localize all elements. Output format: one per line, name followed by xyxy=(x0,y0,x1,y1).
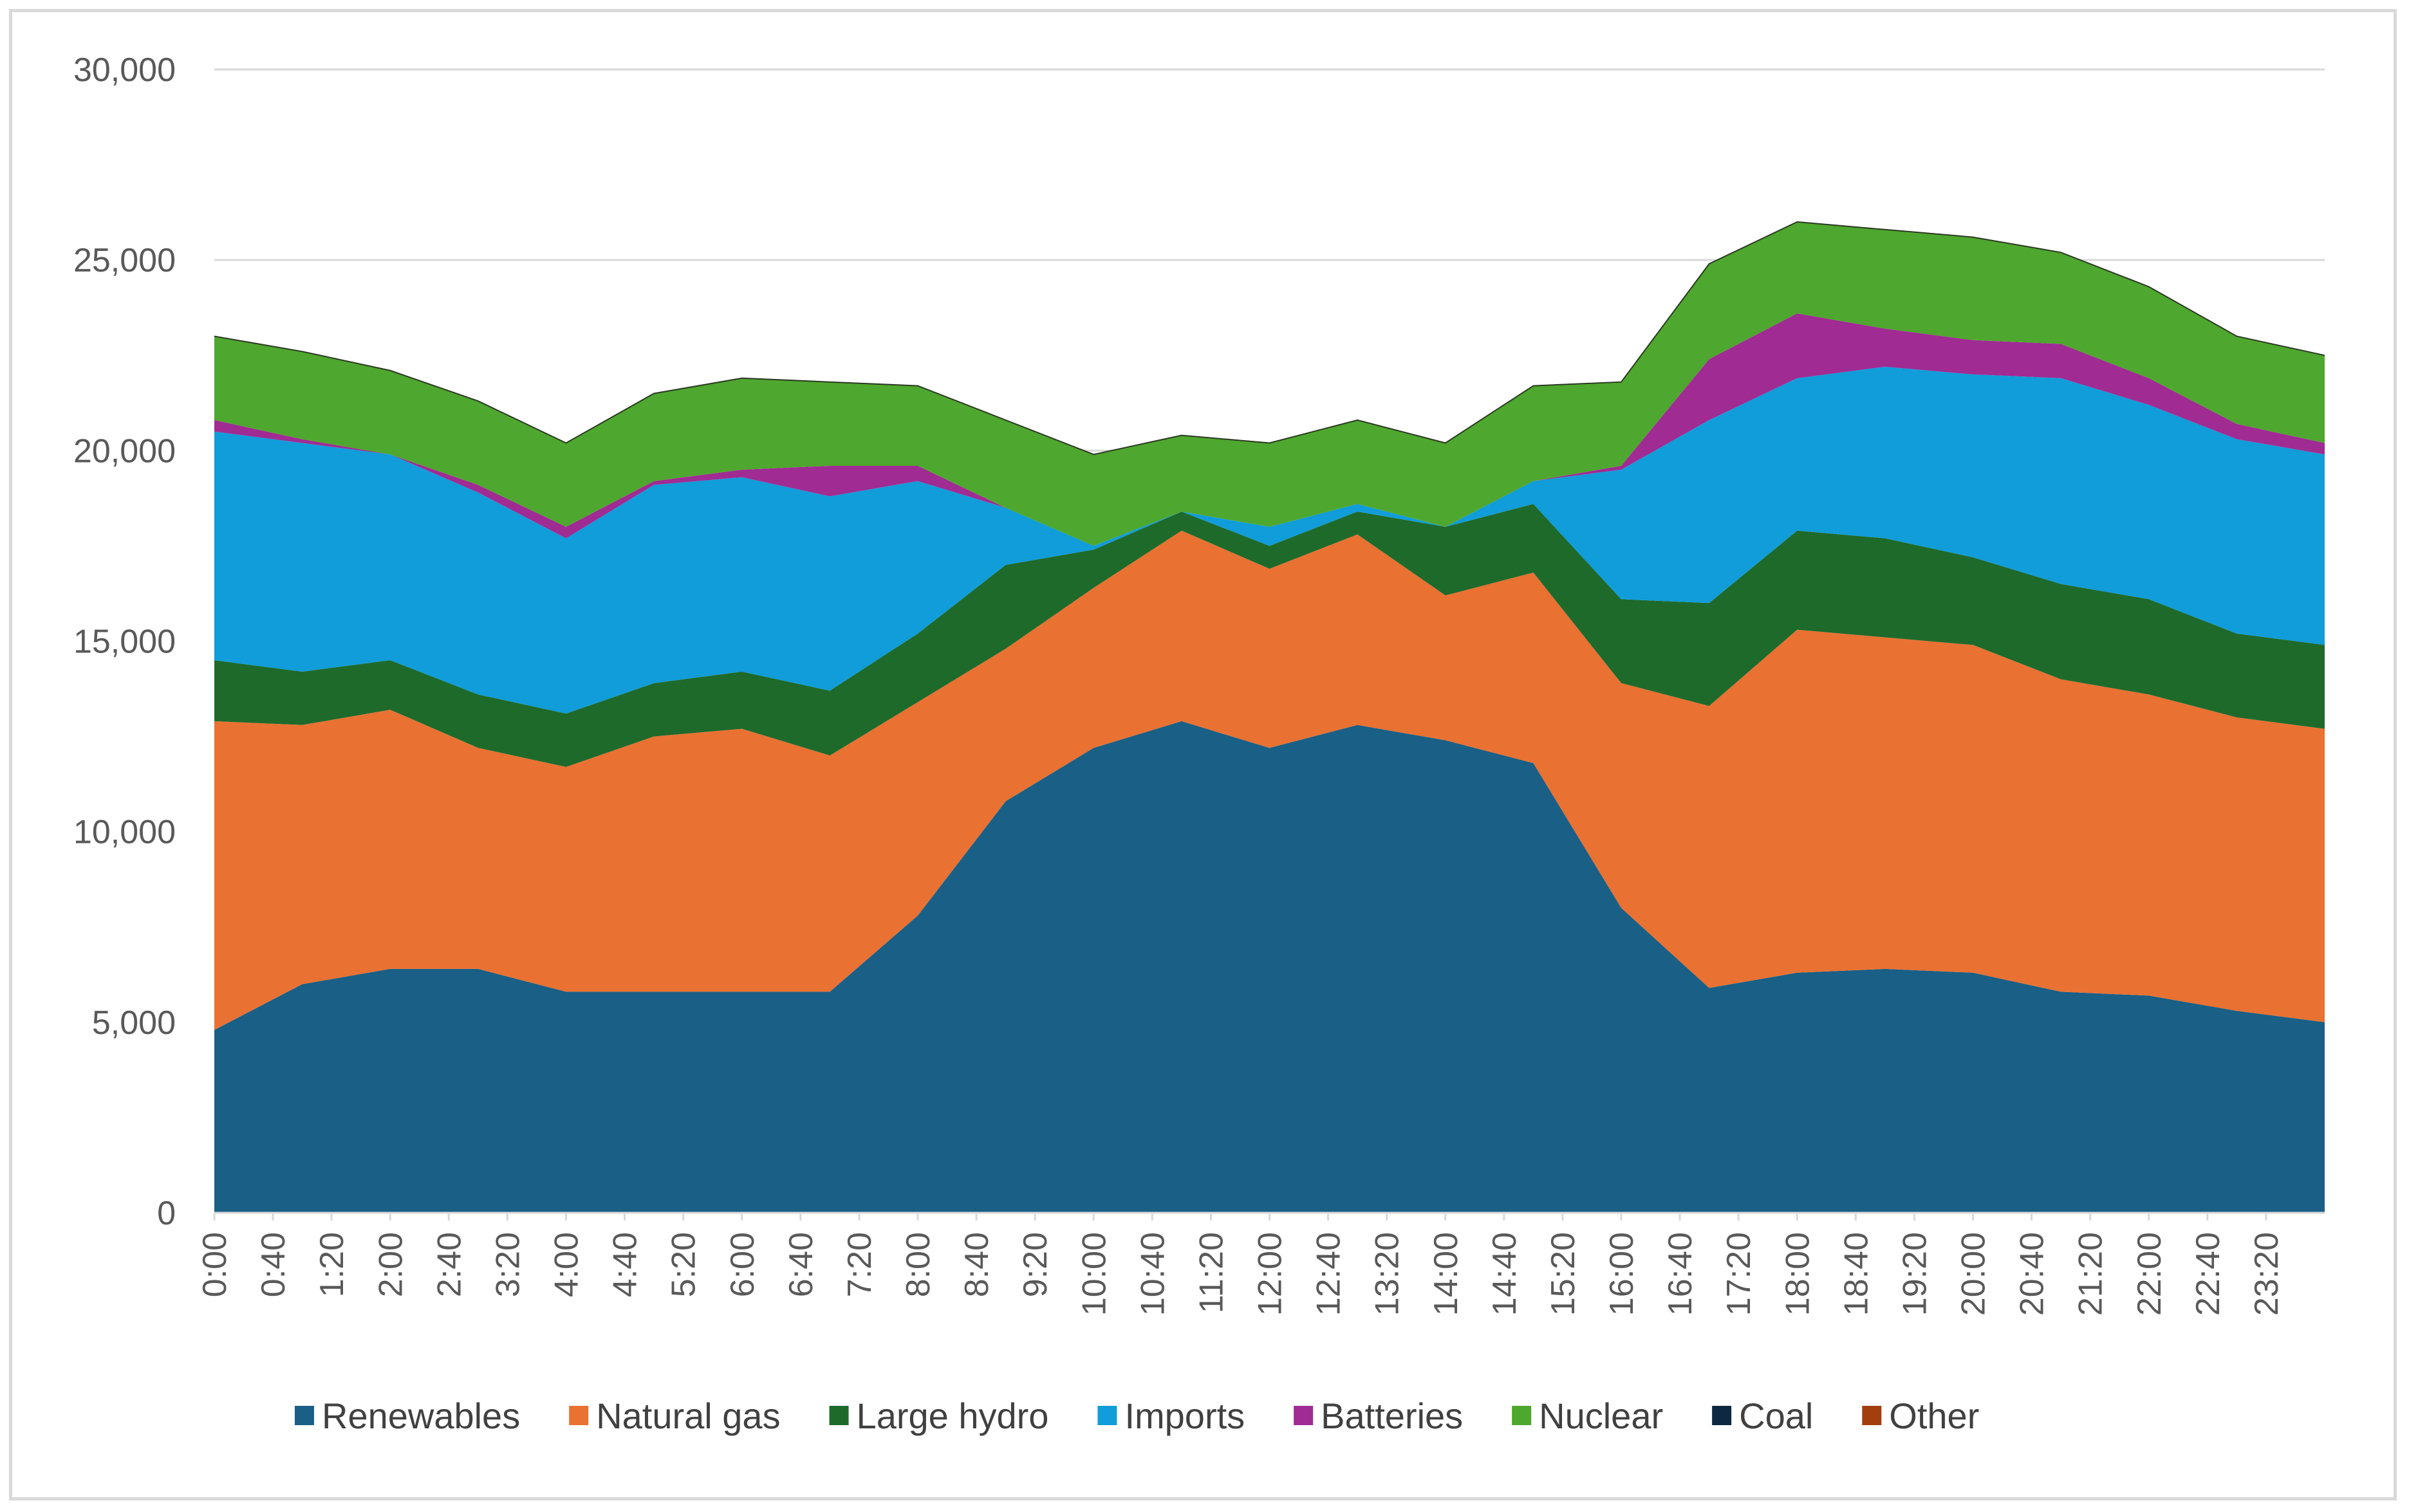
x-tick-label: 22:00 xyxy=(2131,1232,2168,1316)
x-tick-label: 0:40 xyxy=(255,1232,292,1297)
legend-label: Imports xyxy=(1124,1396,1245,1436)
x-tick-label: 3:20 xyxy=(489,1232,526,1297)
legend-label: Nuclear xyxy=(1539,1396,1663,1436)
x-tick-label: 22:40 xyxy=(2190,1232,2227,1316)
legend-swatch xyxy=(569,1406,589,1425)
x-tick-label: 9:20 xyxy=(1017,1232,1054,1297)
x-tick-label: 5:20 xyxy=(665,1232,703,1297)
x-tick-label: 17:20 xyxy=(1720,1232,1758,1316)
x-tick-label: 23:20 xyxy=(2248,1232,2285,1316)
legend-swatch xyxy=(1512,1406,1532,1425)
y-axis-tick-labels: 0 5,000 10,000 15,000 20,000 25,000 30,000 xyxy=(73,51,176,1232)
area-renewables xyxy=(214,721,2325,1213)
x-tick-label: 7:20 xyxy=(841,1232,879,1297)
x-tick-label: 10:00 xyxy=(1075,1232,1113,1316)
legend-label: Batteries xyxy=(1321,1396,1463,1436)
y-tick-label: 30,000 xyxy=(73,51,176,89)
x-tick-label: 10:40 xyxy=(1134,1232,1171,1316)
x-tick-label: 0:00 xyxy=(196,1232,234,1297)
x-tick-label: 18:00 xyxy=(1779,1232,1816,1316)
legend-swatch xyxy=(1294,1406,1314,1425)
x-tick-label: 14:00 xyxy=(1428,1232,1465,1316)
x-tick-label: 16:00 xyxy=(1603,1232,1641,1316)
legend-swatch xyxy=(1097,1406,1117,1425)
legend-label: Renewables xyxy=(322,1396,520,1436)
x-tick-label: 4:40 xyxy=(607,1232,644,1297)
x-axis-tick-labels: 0:00 0:40 1:20 2:00 2:40 3:20 4:00 4:40 5:20 6:00… xyxy=(196,1213,2285,1316)
x-tick-label: 15:20 xyxy=(1545,1232,1582,1316)
x-tick-label: 19:20 xyxy=(1896,1232,1933,1316)
legend-swatch xyxy=(1862,1406,1882,1425)
area-nuclear xyxy=(214,221,2325,546)
x-tick-label: 8:40 xyxy=(958,1232,996,1297)
x-tick-label: 12:40 xyxy=(1310,1232,1348,1316)
area-natural-gas xyxy=(214,530,2325,1030)
y-tick-label: 5,000 xyxy=(92,1004,176,1042)
y-tick-label: 0 xyxy=(157,1195,176,1232)
legend-item-nuclear: Nuclear xyxy=(1512,1396,1663,1436)
y-tick-label: 25,000 xyxy=(73,242,176,279)
x-tick-label: 2:00 xyxy=(372,1232,409,1297)
legend-item-large-hydro: Large hydro xyxy=(829,1396,1049,1436)
legend-swatch xyxy=(829,1406,849,1425)
legend-item-natural-gas: Natural gas xyxy=(569,1396,781,1436)
x-tick-label: 8:00 xyxy=(900,1232,937,1297)
x-tick-label: 14:40 xyxy=(1486,1232,1523,1316)
legend-item-coal: Coal xyxy=(1712,1396,1813,1436)
x-tick-label: 2:40 xyxy=(431,1232,468,1297)
x-tick-label: 6:40 xyxy=(783,1232,820,1297)
legend-item-imports: Imports xyxy=(1097,1396,1245,1436)
x-tick-label: 6:00 xyxy=(724,1232,761,1297)
area-imports xyxy=(214,367,2325,714)
legend-label: Large hydro xyxy=(857,1396,1049,1436)
legend-item-batteries: Batteries xyxy=(1294,1396,1463,1436)
legend-label: Other xyxy=(1889,1396,1979,1436)
legend-label: Natural gas xyxy=(596,1396,780,1436)
legend-swatch xyxy=(1712,1406,1732,1425)
x-tick-label: 4:00 xyxy=(548,1232,586,1297)
x-tick-label: 21:20 xyxy=(2072,1232,2110,1316)
plot-area xyxy=(214,221,2325,1213)
legend: Renewables Natural gas Large hydro Imports B… xyxy=(295,1396,1979,1436)
y-tick-label: 10,000 xyxy=(73,814,176,851)
x-tick-label: 13:20 xyxy=(1369,1232,1406,1316)
x-tick-label: 20:40 xyxy=(2014,1232,2051,1316)
y-tick-label: 15,000 xyxy=(73,623,176,661)
area-batteries xyxy=(214,313,2325,546)
x-tick-label: 20:00 xyxy=(1955,1232,1993,1316)
x-tick-label: 18:40 xyxy=(1837,1232,1875,1316)
x-tick-label: 16:40 xyxy=(1662,1232,1699,1316)
x-tick-label: 1:20 xyxy=(313,1232,351,1297)
x-tick-label: 12:00 xyxy=(1252,1232,1289,1316)
legend-label: Coal xyxy=(1739,1396,1813,1436)
legend-item-renewables: Renewables xyxy=(295,1396,520,1436)
area-large-hydro xyxy=(214,504,2325,767)
total-outline xyxy=(214,221,2325,456)
y-tick-label: 20,000 xyxy=(73,432,176,470)
legend-swatch xyxy=(295,1406,314,1425)
x-tick-label: 11:20 xyxy=(1193,1232,1230,1313)
legend-item-other: Other xyxy=(1862,1396,1979,1436)
